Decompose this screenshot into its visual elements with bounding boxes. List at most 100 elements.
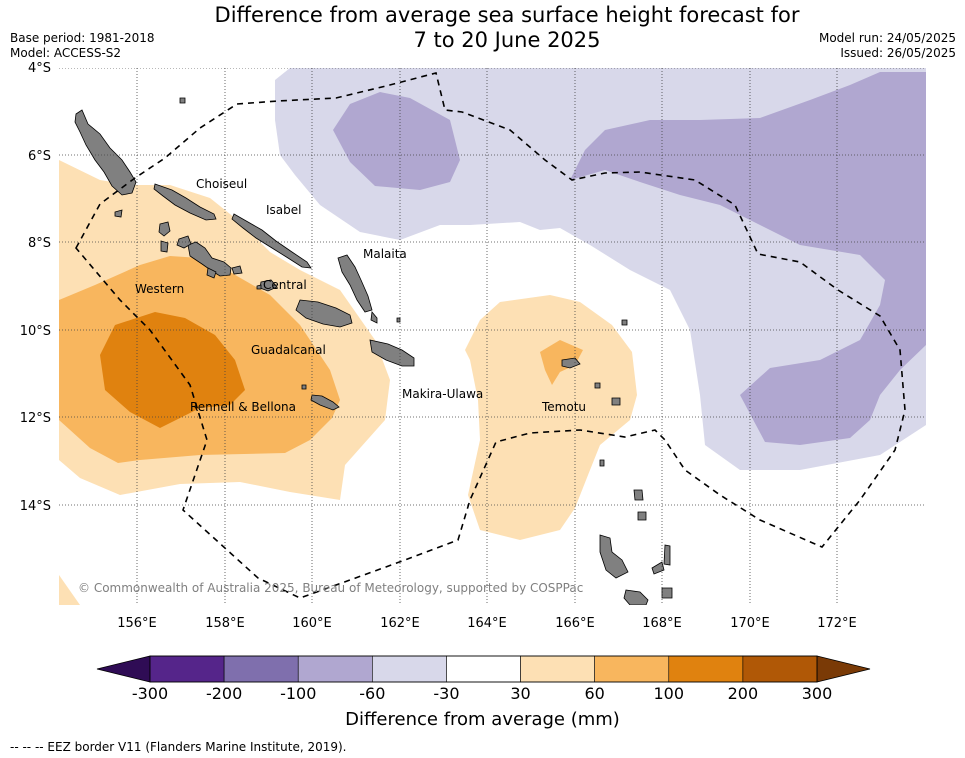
lon-label-168e: 168°E [642,616,682,631]
island-vella-lavella [158,221,171,237]
colorbar-segment [372,655,447,683]
island-temotu-small-2 [611,397,621,406]
island-temotu-small-1 [594,382,601,389]
island-malaita [337,254,373,313]
label-central: Central [263,278,307,292]
colorbar-segment [297,655,373,683]
colorbar-frame [149,655,818,683]
meta-right: Model run: 24/05/2025 Issued: 26/05/2025 [819,31,956,61]
colorbar-segment [446,655,521,683]
lon-label-170e: 170°E [730,616,770,631]
colorbar-title: Difference from average (mm) [345,709,620,730]
island-north-islet [179,97,186,104]
colorbar-segment [223,655,299,683]
lon-axis-labels: 156°E 158°E 160°E 162°E 164°E 166°E 168°… [117,616,857,631]
island-choiseul [153,183,217,221]
colorbar-tick-label: -100 [280,684,317,703]
lon-label-156e: 156°E [117,616,157,631]
contour-pos-60-100-east [540,340,583,385]
colorbar-tick-label: 300 [801,684,833,703]
meta-left: Base period: 1981-2018 Model: ACCESS-S2 [10,31,155,61]
contour-neg-60-100-east [570,72,926,445]
island-banks-1 [633,489,644,501]
copyright-text: © Commonwealth of Australia 2025, Bureau… [78,581,583,595]
lat-label-12s: 12°S [20,411,51,426]
contour-neg-60-100-north [333,92,460,190]
lat-label-14s: 14°S [20,499,51,514]
island-temotu-small-3 [621,319,628,326]
lon-label-160e: 160°E [292,616,332,631]
island-savo [256,284,262,290]
label-makira-ulawa: Makira-Ulawa [402,387,483,401]
colorbar-tick-label: 200 [727,684,759,703]
colorbar-over-arrow [816,655,871,683]
island-russell [231,265,243,275]
island-espiritu-santo [599,534,629,579]
model-run: Model run: 24/05/2025 [818,31,956,45]
colorbar-segments [149,655,818,683]
lon-label-164e: 164°E [467,616,507,631]
island-guadalcanal [295,299,353,328]
colorbar [96,655,871,683]
island-rennell [310,394,340,411]
lat-label-10s: 10°S [20,324,51,339]
base-period: Base period: 1981-2018 [10,31,155,45]
label-western: Western [135,282,184,296]
colorbar-segment [742,655,818,683]
contour-pos-sw-corner [59,575,80,605]
colorbar-tick-label: -300 [131,684,169,703]
contour-pos-100-200-west [100,312,245,428]
island-makira [369,339,415,367]
contour-pos-30-60-east [465,295,637,540]
lat-label-4s: 4°S [28,61,51,76]
label-temotu: Temotu [541,400,586,414]
island-kolombangara [176,235,192,249]
colorbar-tick-label: 100 [653,684,685,703]
colorbar-tick-label: -30 [433,684,460,703]
island-isabel [231,213,312,269]
island-ranongga [160,240,169,253]
island-shortland [114,209,123,218]
colorbar-under-arrow [96,655,151,683]
lat-label-6s: 6°S [28,149,51,164]
island-new-georgia [187,241,232,277]
land-masses [74,97,673,605]
lon-label-166e: 166°E [555,616,595,631]
island-rendova [206,267,217,279]
island-maewo [663,544,671,566]
lon-label-158e: 158°E [205,616,245,631]
label-guadalcanal: Guadalcanal [251,343,326,357]
map-panel: Choiseul Isabel Malaita Western Central … [59,68,926,605]
title-line-1: Difference from average sea surface heig… [214,3,800,27]
eez-legend-note: -- -- -- EEZ border V11 (Flanders Marine… [10,740,347,754]
island-ulawa [396,317,401,323]
island-malakula [623,589,649,605]
lon-label-162e: 162°E [380,616,420,631]
colorbar-tick-label: -200 [205,684,243,703]
colorbar-segment [149,655,225,683]
title-line-2: 7 to 20 June 2025 [413,28,601,52]
graticule [59,68,926,605]
island-south-malaita [370,311,378,324]
colorbar-segment [594,655,670,683]
lat-axis-labels: 4°S 6°S 8°S 10°S 12°S 14°S [20,61,51,514]
colorbar-tick-label: 30 [510,684,531,703]
island-pentecost [651,561,665,575]
lat-label-8s: 8°S [28,236,51,251]
label-rennell-bellona: Rennell & Bellona [190,400,296,414]
label-malaita: Malaita [363,247,407,261]
issued-date: Issued: 26/05/2025 [840,46,956,60]
label-isabel: Isabel [266,203,301,217]
colorbar-tick-label: -60 [359,684,386,703]
colorbar-tick-label: 60 [584,684,605,703]
region-labels: Choiseul Isabel Malaita Western Central … [135,177,586,414]
island-bougainville [74,109,137,196]
colorbar-segment [520,655,595,683]
island-ambrym [661,587,673,599]
lon-label-172e: 172°E [817,616,857,631]
model-name: Model: ACCESS-S2 [10,46,122,60]
island-torres [599,459,605,467]
island-banks-2 [637,511,647,521]
label-choiseul: Choiseul [196,177,247,191]
